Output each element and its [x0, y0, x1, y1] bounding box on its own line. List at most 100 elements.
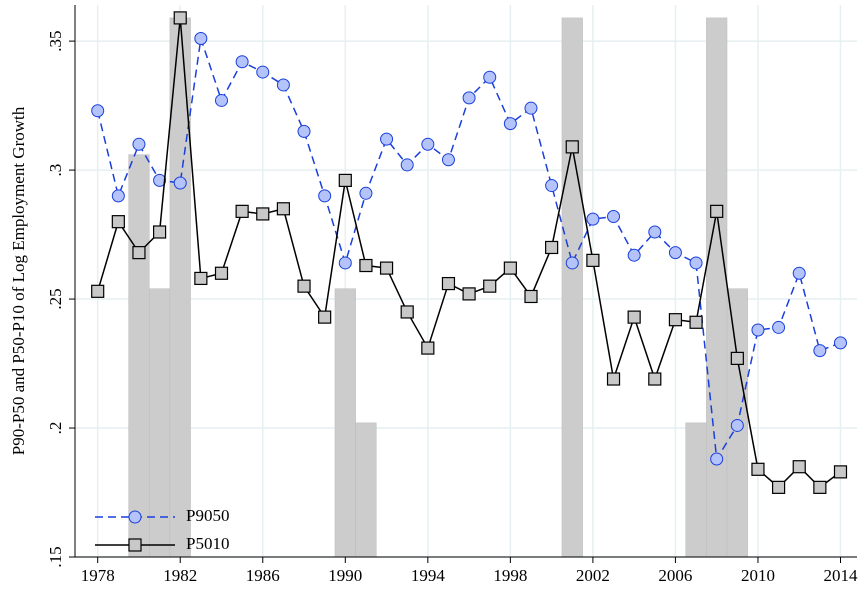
point	[379, 261, 394, 275]
y-tick-label: .35	[46, 30, 65, 51]
point	[606, 372, 621, 386]
point	[813, 480, 827, 494]
point	[256, 65, 270, 79]
point	[441, 276, 456, 291]
point	[586, 253, 600, 267]
point	[256, 207, 270, 221]
point	[194, 271, 208, 286]
point	[91, 284, 105, 298]
legend-label: P5010	[186, 534, 229, 553]
x-tick-label: 1978	[81, 566, 115, 585]
point	[276, 202, 290, 216]
x-tick-label: 2010	[741, 566, 775, 585]
recession-bar	[685, 422, 707, 558]
point	[380, 132, 394, 146]
recession-bar	[128, 154, 150, 558]
point	[111, 215, 125, 229]
point	[214, 93, 228, 107]
x-tick-label: 2014	[823, 566, 858, 585]
point	[524, 289, 538, 304]
point	[503, 261, 517, 275]
point	[813, 344, 827, 358]
point	[751, 323, 765, 337]
x-tick-label: 2006	[658, 566, 692, 585]
point	[710, 452, 724, 466]
point	[297, 279, 311, 293]
point	[524, 101, 538, 115]
y-axis-title: P90-P50 and P50-P10 of Log Employment Gr…	[9, 106, 28, 455]
point	[586, 212, 600, 226]
point	[441, 153, 455, 167]
y-tick-label: .25	[46, 288, 65, 309]
point	[276, 78, 290, 92]
point	[153, 173, 167, 187]
point	[235, 204, 249, 218]
point	[689, 315, 703, 329]
point	[462, 91, 476, 105]
point	[833, 465, 848, 479]
point	[710, 204, 724, 218]
y-tick-label: .2	[46, 422, 65, 435]
point	[173, 11, 187, 25]
point	[648, 225, 662, 239]
point	[565, 140, 579, 154]
point	[627, 248, 641, 262]
x-tick-label: 2002	[576, 566, 610, 585]
legend-label: P9050	[186, 506, 229, 525]
point	[730, 418, 744, 432]
point	[111, 189, 125, 203]
point	[730, 351, 744, 365]
point	[772, 320, 786, 334]
x-tick-label: 1994	[411, 566, 446, 585]
point	[792, 266, 806, 280]
point	[152, 225, 167, 239]
point	[318, 189, 332, 203]
point	[91, 104, 105, 118]
point	[771, 480, 786, 494]
y-tick-label: .15	[46, 546, 65, 567]
point	[132, 137, 146, 151]
point	[503, 117, 517, 131]
point	[545, 179, 559, 193]
point	[338, 173, 352, 188]
point	[689, 256, 703, 270]
point	[359, 258, 373, 273]
point	[421, 137, 435, 151]
recession-bar	[334, 288, 356, 558]
point	[194, 32, 208, 46]
recession-bar	[355, 422, 377, 558]
point	[627, 310, 641, 324]
point	[132, 246, 146, 260]
point	[607, 210, 621, 224]
point	[565, 256, 579, 270]
x-tick-label: 1982	[163, 566, 197, 585]
point	[297, 124, 311, 138]
point	[751, 462, 765, 476]
point	[318, 310, 332, 324]
recession-bar	[706, 17, 728, 558]
y-tick-label: .3	[46, 164, 65, 177]
point	[173, 176, 187, 190]
point	[421, 341, 435, 355]
x-tick-label: 1998	[493, 566, 527, 585]
point	[668, 313, 683, 327]
x-tick-label: 1990	[328, 566, 362, 585]
point	[235, 55, 249, 69]
legend-marker	[128, 510, 142, 524]
point	[400, 158, 414, 172]
point	[483, 279, 497, 293]
point	[462, 287, 476, 301]
point	[483, 70, 497, 84]
legend-marker	[128, 538, 142, 552]
point	[214, 266, 229, 280]
point	[833, 336, 847, 350]
x-tick-label: 1986	[246, 566, 280, 585]
recession-bar	[561, 17, 583, 558]
point	[400, 305, 414, 319]
point	[359, 186, 373, 200]
point	[792, 460, 806, 474]
point	[648, 372, 662, 386]
point	[545, 240, 559, 255]
point	[338, 256, 352, 270]
